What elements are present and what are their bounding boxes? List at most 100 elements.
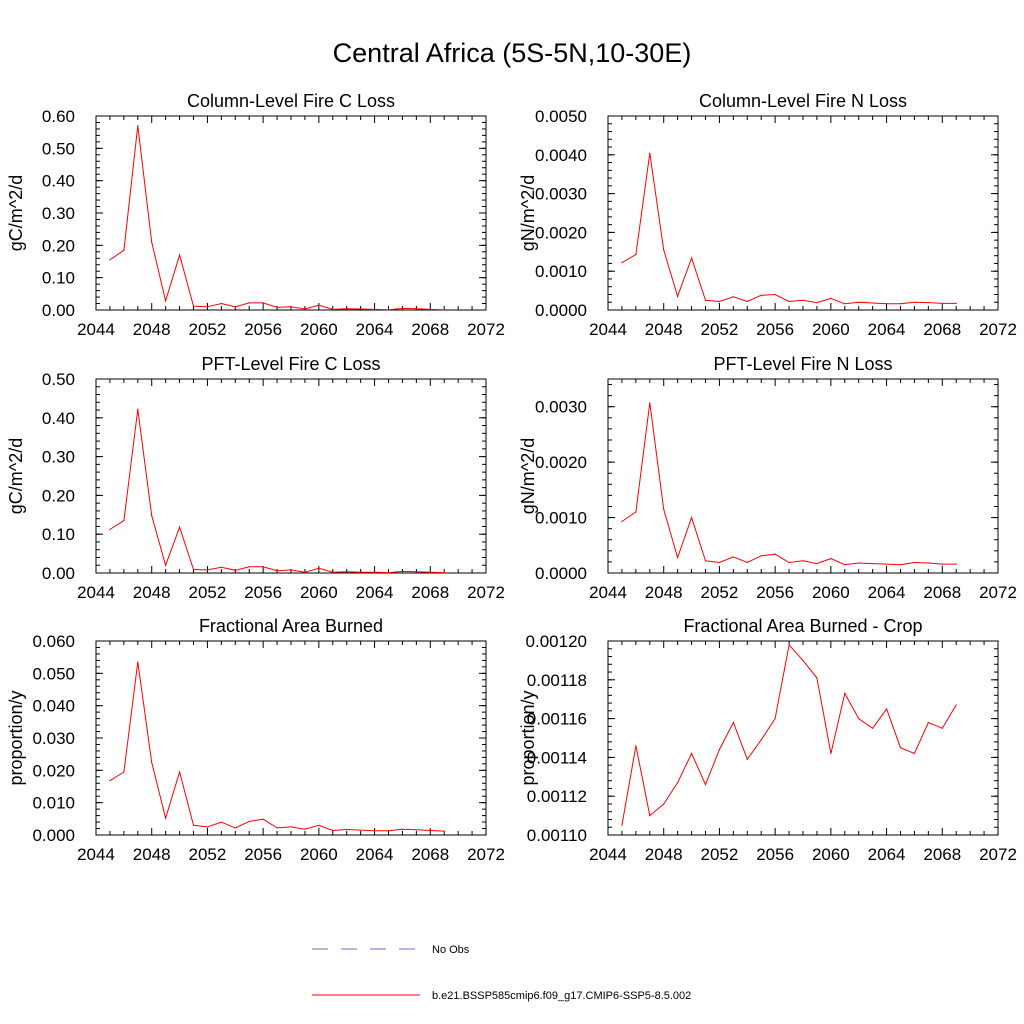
x-tick-label: 2052 bbox=[701, 583, 739, 602]
y-tick-label: 0.010 bbox=[32, 794, 75, 813]
data-point bbox=[830, 752, 832, 755]
data-point bbox=[123, 771, 125, 773]
y-tick-label: 0.20 bbox=[42, 236, 75, 255]
data-point bbox=[415, 308, 417, 310]
figure-title: Central Africa (5S-5N,10-30E) bbox=[332, 38, 692, 68]
y-axis-label: gC/m^2/d bbox=[6, 438, 26, 514]
y-axis-label: proportion/y bbox=[518, 690, 538, 785]
data-point bbox=[844, 564, 846, 566]
panel-title: PFT-Level Fire N Loss bbox=[713, 354, 892, 374]
data-point bbox=[220, 566, 222, 568]
data-point bbox=[373, 308, 376, 310]
y-tick-label: 0.20 bbox=[42, 486, 75, 505]
x-tick-label: 2052 bbox=[189, 583, 227, 602]
data-point bbox=[899, 747, 902, 749]
y-tick-label: 0.00 bbox=[42, 564, 75, 583]
data-point bbox=[220, 821, 222, 823]
data-point bbox=[858, 718, 860, 720]
x-tick-label: 2072 bbox=[467, 583, 505, 602]
y-tick-label: 0.020 bbox=[32, 761, 75, 780]
plot-frame bbox=[607, 378, 999, 574]
x-tick-label: 2064 bbox=[868, 845, 906, 864]
x-tick-label: 2056 bbox=[244, 320, 282, 339]
data-point bbox=[123, 520, 125, 522]
data-point bbox=[192, 824, 195, 826]
y-tick-label: 0.030 bbox=[32, 729, 75, 748]
series-line bbox=[109, 661, 445, 832]
data-point bbox=[927, 721, 929, 724]
data-point bbox=[234, 306, 236, 308]
data-point bbox=[718, 561, 721, 564]
data-point bbox=[690, 257, 693, 259]
legend-label: No Obs bbox=[432, 944, 470, 956]
plot-frame bbox=[607, 115, 999, 311]
panel-title: Column-Level Fire C Loss bbox=[187, 91, 395, 111]
data-point bbox=[649, 815, 651, 817]
data-point bbox=[290, 306, 292, 308]
data-point bbox=[443, 309, 445, 311]
x-tick-label: 2044 bbox=[77, 320, 115, 339]
data-point bbox=[732, 296, 734, 298]
data-point bbox=[816, 302, 818, 304]
y-tick-label: 0.30 bbox=[42, 204, 75, 223]
data-point bbox=[677, 782, 679, 784]
x-tick-label: 2044 bbox=[589, 583, 627, 602]
data-point bbox=[178, 254, 181, 256]
data-point bbox=[621, 262, 623, 264]
x-tick-label: 2072 bbox=[467, 845, 505, 864]
data-point bbox=[955, 704, 957, 706]
data-point bbox=[137, 661, 139, 663]
x-tick-label: 2064 bbox=[356, 320, 394, 339]
data-point bbox=[899, 564, 902, 566]
data-point bbox=[663, 249, 665, 251]
x-tick-label: 2068 bbox=[923, 320, 961, 339]
y-tick-label: 0.00112 bbox=[527, 787, 587, 806]
data-point bbox=[401, 570, 404, 573]
y-axis-label: proportion/y bbox=[6, 690, 26, 785]
data-point bbox=[885, 708, 888, 710]
data-point bbox=[276, 570, 278, 572]
data-point bbox=[178, 771, 181, 773]
data-point bbox=[304, 308, 306, 310]
data-point bbox=[816, 562, 818, 565]
data-point bbox=[234, 569, 236, 571]
data-point bbox=[746, 300, 748, 303]
data-point bbox=[677, 295, 679, 298]
data-point bbox=[927, 302, 929, 304]
x-tick-label: 2064 bbox=[356, 583, 394, 602]
x-tick-label: 2068 bbox=[411, 845, 449, 864]
x-tick-label: 2056 bbox=[244, 845, 282, 864]
data-point bbox=[165, 564, 167, 566]
data-point bbox=[621, 824, 623, 826]
data-point bbox=[304, 828, 306, 830]
x-tick-label: 2056 bbox=[756, 845, 794, 864]
data-point bbox=[109, 528, 111, 531]
data-point bbox=[941, 563, 943, 565]
data-point bbox=[704, 783, 707, 786]
data-point bbox=[429, 308, 431, 310]
plot-frame bbox=[607, 640, 999, 836]
x-tick-label: 2052 bbox=[189, 845, 227, 864]
y-tick-label: 0.40 bbox=[42, 409, 75, 428]
x-tick-label: 2044 bbox=[589, 845, 627, 864]
data-point bbox=[178, 526, 181, 528]
data-point bbox=[746, 561, 748, 564]
data-point bbox=[760, 739, 762, 741]
data-point bbox=[192, 305, 195, 307]
y-tick-label: 0.40 bbox=[42, 172, 75, 191]
data-point bbox=[955, 563, 957, 565]
data-point bbox=[332, 308, 334, 310]
data-point bbox=[718, 300, 721, 303]
chart-panel-1: Column-Level Fire C Loss gC/m^2/d 2044 2048… bbox=[6, 91, 505, 339]
y-axis-label: gN/m^2/d bbox=[518, 438, 538, 514]
chart-panel-2: Column-Level Fire N Loss gN/m^2/d 2044 2048… bbox=[518, 91, 1017, 339]
data-point bbox=[429, 571, 431, 573]
data-point bbox=[663, 803, 665, 805]
y-tick-label: 0.50 bbox=[42, 139, 75, 158]
x-tick-label: 2064 bbox=[868, 583, 906, 602]
data-point bbox=[844, 303, 846, 305]
data-point bbox=[690, 752, 693, 755]
data-point bbox=[443, 572, 445, 574]
panel-title: Fractional Area Burned bbox=[199, 616, 383, 636]
panel-title: Column-Level Fire N Loss bbox=[699, 91, 907, 111]
